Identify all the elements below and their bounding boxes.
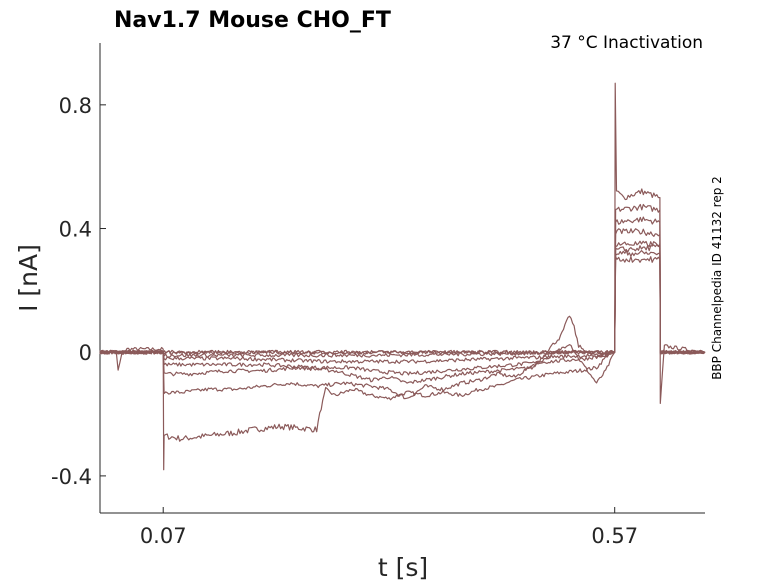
trace-group — [99, 82, 706, 471]
condition-label: 37 °C Inactivation — [550, 33, 703, 53]
y-tick-label: 0.4 — [59, 218, 92, 242]
current-trace — [99, 216, 706, 384]
tick-group: 0.07 0.57 -0.4 0 0.4 0.8 — [51, 94, 638, 548]
y-axis-label: I [nA] — [14, 244, 43, 312]
channelpedia-id-label: BBP Channelpedia ID 41132 rep 2 — [710, 176, 724, 380]
current-trace — [99, 82, 706, 471]
axes — [99, 43, 705, 514]
x-tick-label: 0.07 — [140, 524, 187, 548]
chart-title: Nav1.7 Mouse CHO_FT — [114, 8, 391, 33]
y-tick-label: 0.8 — [59, 94, 92, 118]
current-trace — [99, 256, 706, 355]
y-tick-label: -0.4 — [51, 465, 92, 489]
current-trace — [99, 203, 706, 400]
y-tick-label: 0 — [79, 341, 92, 365]
x-tick-label: 0.57 — [591, 524, 638, 548]
x-axis-label: t [s] — [378, 553, 428, 582]
